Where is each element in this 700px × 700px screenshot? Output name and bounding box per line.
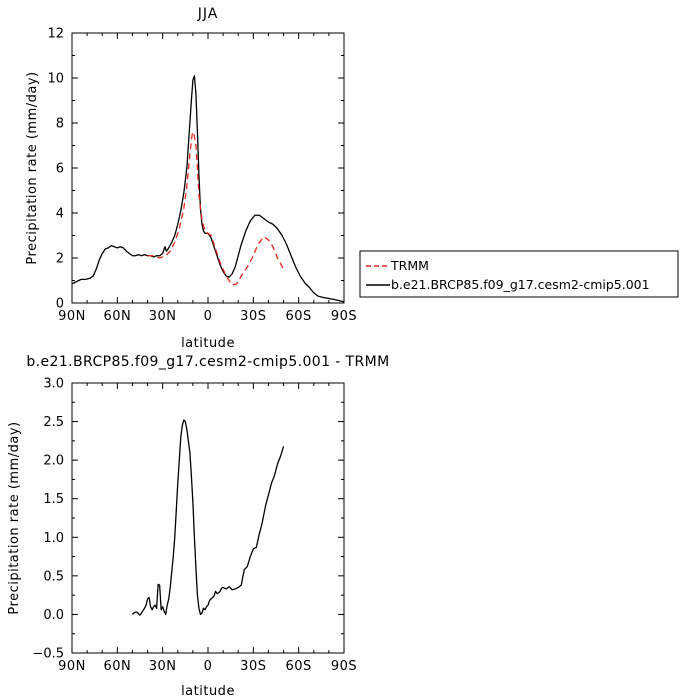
top-chart-plot-frame <box>71 32 345 304</box>
bottom-chart-x-axis-label: latitude <box>181 684 235 699</box>
bottom-chart-x-tick-label: 0 <box>204 659 213 674</box>
bottom-chart-x-tick-labels: 90N 60N 30N 0 30S 60S 90S <box>58 659 357 674</box>
bottom-chart-ticks <box>71 382 345 654</box>
bottom-chart-y-tick-label: 2.0 <box>43 454 64 469</box>
top-chart-y-tick-label: 0 <box>56 297 64 312</box>
top-chart-y-tick-label: 6 <box>56 162 64 177</box>
top-chart-panel: JJA Precipitation rate (mm/day) latitude… <box>25 6 357 351</box>
bottom-chart-y-tick-label: 3.0 <box>43 377 64 392</box>
top-chart-y-tick-label: 4 <box>56 207 64 222</box>
top-chart-ticks <box>71 32 345 304</box>
bottom-chart-x-tick-label: 90N <box>58 659 86 674</box>
top-chart-y-tick-label: 10 <box>47 72 64 87</box>
bottom-chart-y-tick-label: 1.0 <box>43 531 64 546</box>
top-chart-y-tick-label: 8 <box>56 117 64 132</box>
top-chart-series-trmm-line <box>147 131 285 286</box>
top-chart-legend: TRMM b.e21.BRCP85.f09_g17.cesm2-cmip5.00… <box>359 250 679 298</box>
top-chart-x-tick-label: 90N <box>58 309 86 324</box>
bottom-chart-y-tick-label: −0.5 <box>32 647 64 662</box>
top-chart-x-tick-label: 30S <box>240 309 266 324</box>
top-chart-x-tick-label: 90S <box>331 309 357 324</box>
bottom-chart-y-tick-label: 0.0 <box>43 608 64 623</box>
bottom-chart-x-tick-label: 30N <box>149 659 177 674</box>
bottom-chart-y-tick-label: 2.5 <box>43 415 64 430</box>
bottom-chart-series-difference-line <box>131 419 285 616</box>
top-chart-series <box>71 75 345 303</box>
top-chart-y-tick-labels: 0 2 4 6 8 10 12 <box>47 27 64 312</box>
bottom-chart-x-tick-label: 30S <box>240 659 266 674</box>
legend-box <box>359 250 679 298</box>
legend-label-cesm2: b.e21.BRCP85.f09_g17.cesm2-cmip5.001 <box>391 277 650 292</box>
bottom-chart-title: b.e21.BRCP85.f09_g17.cesm2-cmip5.001 - T… <box>26 354 389 370</box>
bottom-chart-series <box>131 419 285 616</box>
top-chart-y-axis-label: Precipitation rate (mm/day) <box>25 71 40 264</box>
top-chart-x-tick-label: 0 <box>204 309 213 324</box>
top-chart-y-tick-label: 2 <box>56 252 64 267</box>
legend-label-trmm: TRMM <box>390 258 429 273</box>
bottom-chart-y-tick-label: 1.5 <box>43 492 64 507</box>
bottom-chart-plot-frame <box>71 382 345 654</box>
bottom-chart-panel: b.e21.BRCP85.f09_g17.cesm2-cmip5.001 - T… <box>7 354 389 699</box>
bottom-chart-y-tick-label: 0.5 <box>43 569 64 584</box>
top-chart-title: JJA <box>197 6 219 22</box>
top-chart-x-tick-labels: 90N 60N 30N 0 30S 60S 90S <box>58 309 357 324</box>
bottom-chart-y-tick-labels: −0.5 0.0 0.5 1.0 1.5 2.0 2.5 3.0 <box>32 377 64 662</box>
bottom-chart-y-axis-label: Precipitation rate (mm/day) <box>7 421 22 614</box>
bottom-chart-x-tick-label: 90S <box>331 659 357 674</box>
top-chart-x-tick-label: 60S <box>286 309 312 324</box>
top-chart-x-axis-label: latitude <box>181 336 235 351</box>
top-chart-x-tick-label: 30N <box>149 309 177 324</box>
top-chart-x-tick-label: 60N <box>103 309 131 324</box>
bottom-chart-x-tick-label: 60N <box>103 659 131 674</box>
top-chart-y-tick-label: 12 <box>47 27 64 42</box>
top-chart-series-cesm2-line <box>71 75 345 303</box>
bottom-chart-x-tick-label: 60S <box>286 659 312 674</box>
